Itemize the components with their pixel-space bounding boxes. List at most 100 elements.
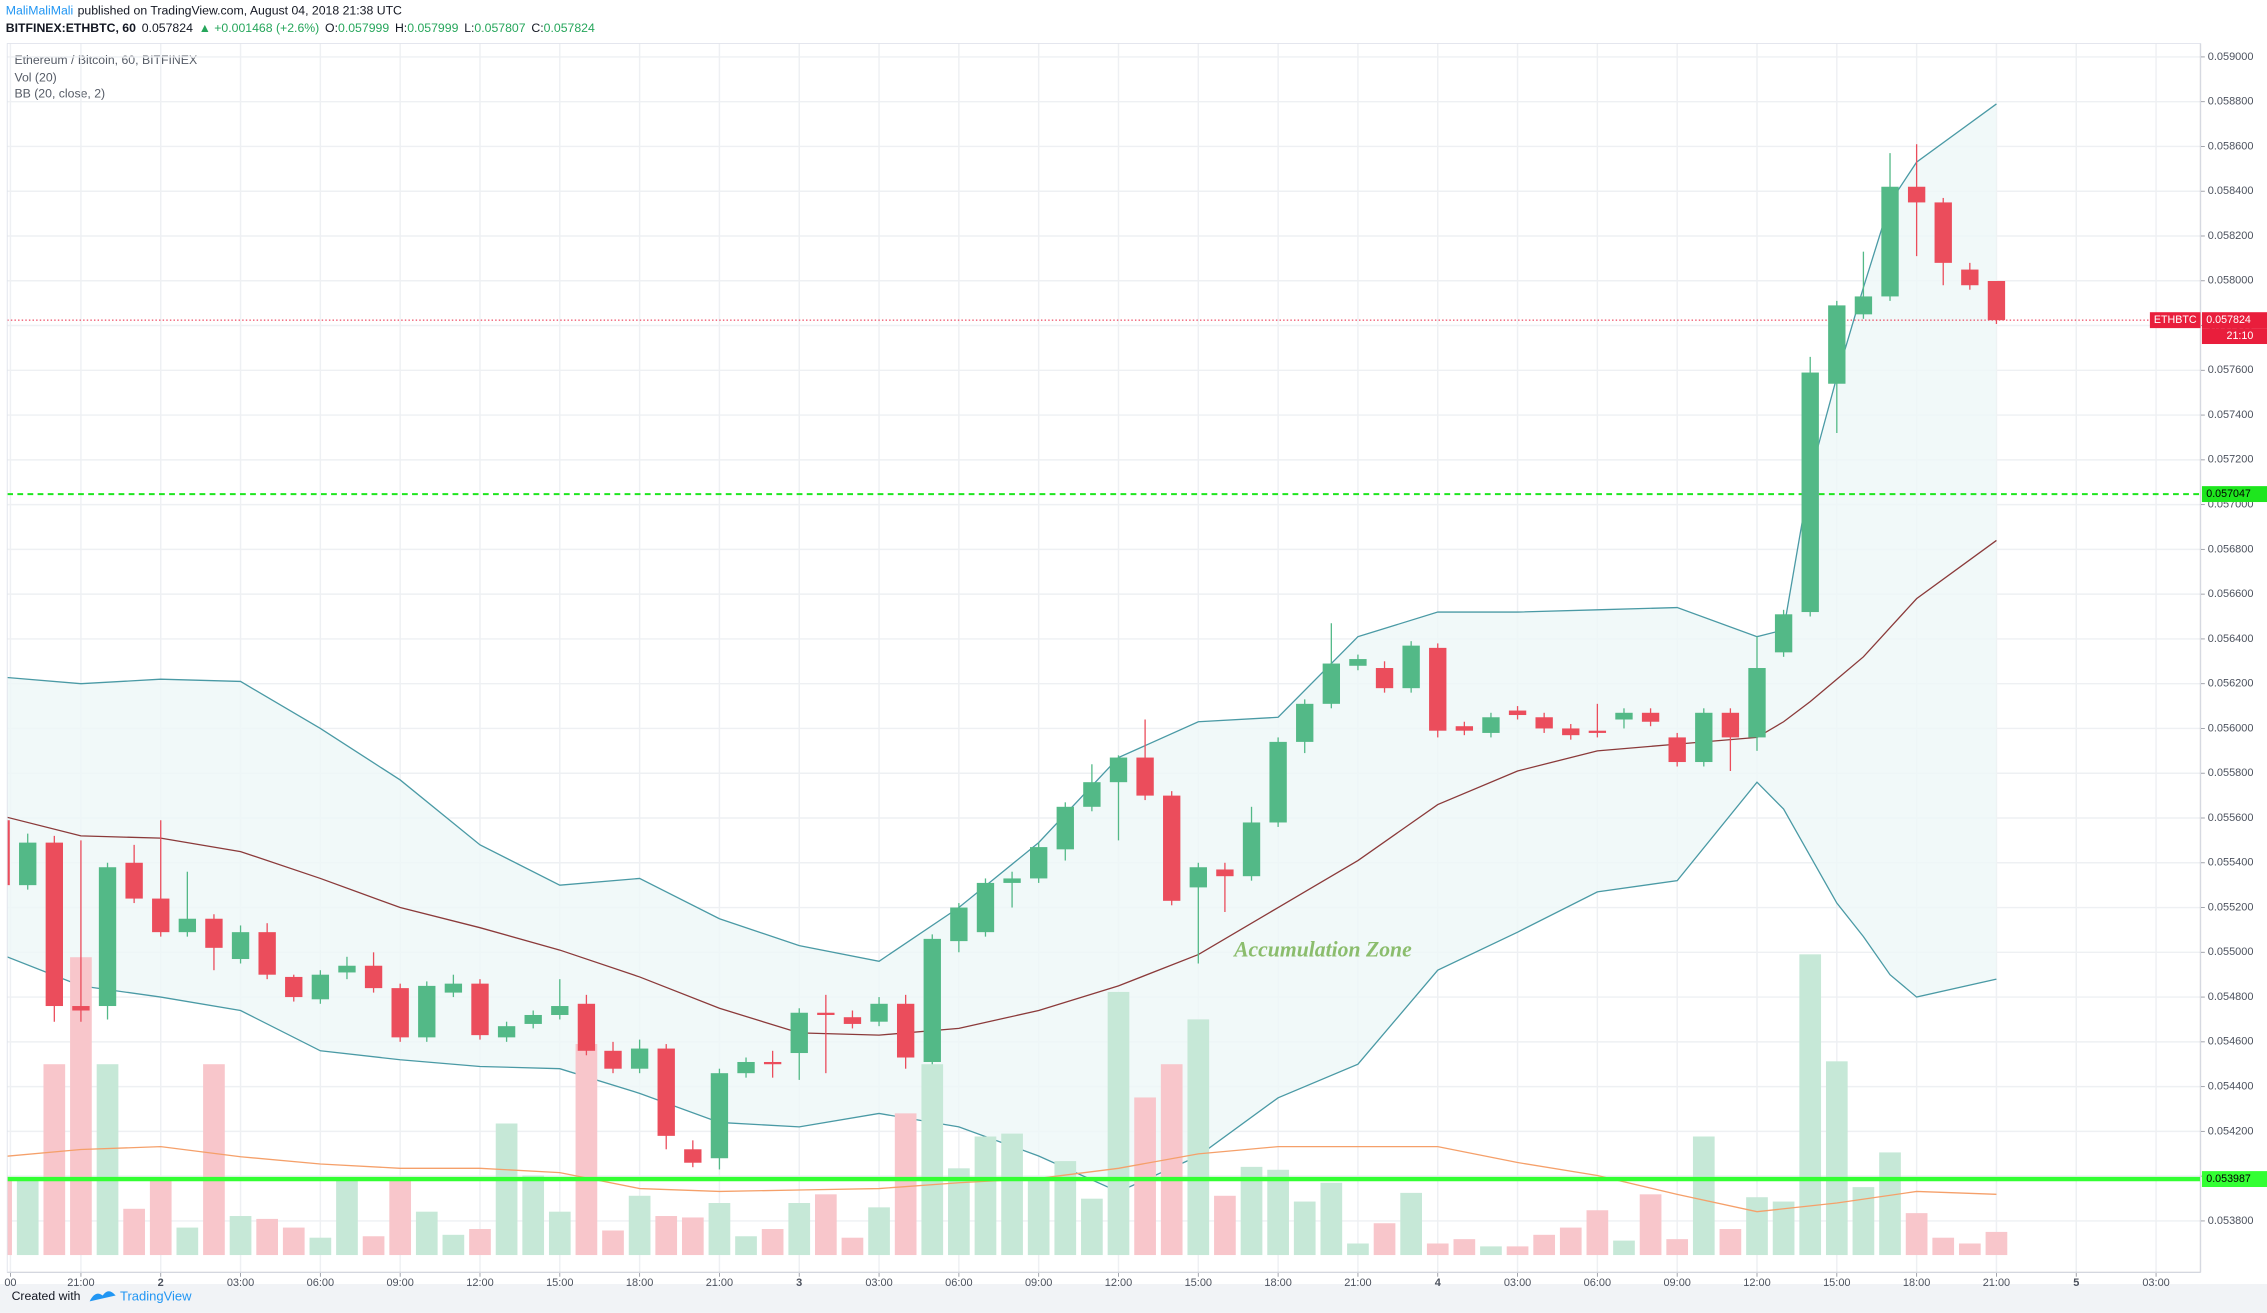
candle-body — [1242, 822, 1261, 877]
y-tick-label: 0.058000 — [2208, 275, 2254, 287]
volume-bar — [1932, 1237, 1955, 1256]
y-tick-label: 0.054800 — [2208, 991, 2254, 1003]
candle-body — [497, 1026, 516, 1038]
volume-bar — [1347, 1243, 1369, 1256]
volume-bar — [1613, 1240, 1635, 1256]
y-tick-label: 0.059000 — [2208, 51, 2254, 63]
volume-bar — [96, 1064, 119, 1256]
candle-body — [1163, 795, 1181, 901]
header-line-2: BITFINEX:ETHBTC, 60 0.057824 ▲ +0.001468 (… — [6, 21, 595, 35]
volume-bar — [788, 1203, 811, 1256]
ohlc-label: O: — [325, 21, 338, 35]
volume-bar — [1001, 1133, 1023, 1256]
candle-body — [763, 1061, 782, 1065]
volume-bar — [1081, 1198, 1103, 1256]
candle-body — [391, 988, 409, 1038]
volume-bar — [1027, 1178, 1050, 1256]
bollinger — [7, 103, 1997, 1193]
x-tick-label: 06:00 — [307, 1277, 334, 1289]
y-tick-label: 0.054400 — [2208, 1081, 2254, 1093]
volume-bar — [1160, 1064, 1183, 1256]
volume-bar — [974, 1136, 997, 1256]
candle-body — [72, 1006, 90, 1011]
volume-bar — [1559, 1227, 1582, 1256]
x-tick-label: 21:00 — [1983, 1277, 2010, 1289]
volume-bar — [1107, 991, 1130, 1256]
volume-bar — [1453, 1239, 1476, 1256]
x-tick-label: 3 — [796, 1277, 802, 1289]
level-label: 0.057047 — [2206, 488, 2251, 500]
volume-bar — [1214, 1195, 1236, 1256]
y-tick-label: 0.058800 — [2208, 96, 2254, 108]
volume-bar — [1134, 1097, 1156, 1256]
volume-bar — [1400, 1192, 1422, 1256]
y-tick-label: 0.056400 — [2208, 633, 2254, 645]
volume-bar — [1293, 1201, 1316, 1256]
volume-bar — [1187, 1019, 1210, 1256]
candle-body — [98, 867, 117, 1007]
plot-border — [6, 43, 2201, 1273]
candle-body — [1934, 202, 1952, 263]
level-box — [2201, 486, 2267, 503]
volume-bar — [1852, 1187, 1875, 1256]
volume-bar — [1426, 1243, 1449, 1256]
x-tick-label: 12:00 — [466, 1277, 493, 1289]
volume-bar — [628, 1195, 651, 1256]
x-tick-label: 4 — [1435, 1277, 1442, 1289]
x-tick-label: 09:00 — [1663, 1277, 1690, 1289]
candle-body — [125, 862, 143, 899]
candle-body — [684, 1149, 702, 1163]
price-label: 0.057824 — [2206, 314, 2251, 326]
ohlc-value: 0.057999 — [338, 21, 389, 35]
candle-body — [1641, 712, 1660, 722]
volume-bar — [1879, 1152, 1901, 1256]
candle-body — [870, 1003, 888, 1022]
author[interactable]: MaliMaliMali — [6, 4, 73, 18]
candle-body — [710, 1073, 729, 1159]
footer-brand[interactable]: TradingView — [120, 1288, 192, 1303]
x-tick-label: 2 — [158, 1277, 164, 1289]
candle-body — [1588, 730, 1607, 733]
candle-body — [1402, 645, 1420, 689]
candle-body — [577, 1003, 596, 1051]
x-tick-label: 21:00 — [1344, 1277, 1371, 1289]
candle-body — [205, 918, 223, 948]
candle-body — [1375, 668, 1394, 689]
candle-body — [1508, 710, 1527, 716]
candle-body — [737, 1061, 755, 1074]
candle-body — [418, 985, 436, 1038]
candle-body — [1269, 741, 1287, 823]
candle-body — [1774, 614, 1793, 653]
ohlc-value: 0.057824 — [544, 21, 595, 35]
volume-bar — [548, 1211, 571, 1256]
x-tick-label: 15:00 — [1823, 1277, 1850, 1289]
volume-bar — [203, 1064, 225, 1256]
x-tick-label: 09:00 — [1025, 1277, 1052, 1289]
candle-body — [1030, 847, 1048, 879]
candle-body — [1748, 668, 1766, 738]
y-tick-label: 0.055800 — [2208, 767, 2254, 779]
candle-body — [1801, 372, 1819, 613]
countdown-box — [2201, 328, 2267, 345]
volume-bar — [1746, 1197, 1768, 1256]
candle-body — [45, 842, 63, 1007]
candles — [7, 144, 2006, 1170]
y-tick-label: 0.055600 — [2208, 812, 2254, 824]
tradingview-logo — [89, 1291, 116, 1302]
volume-bar — [7, 1179, 12, 1256]
x-tick-label: 12:00 — [1743, 1277, 1770, 1289]
y-tick-label: 0.055200 — [2208, 901, 2254, 913]
volume-bar — [1267, 1169, 1289, 1256]
volume-bar — [655, 1216, 678, 1256]
x-tick-label: 12:00 — [1105, 1277, 1132, 1289]
candle-body — [1854, 296, 1873, 315]
candle-body — [630, 1048, 649, 1069]
volume-bar — [415, 1211, 438, 1256]
volume-bar — [1692, 1136, 1715, 1256]
candle-body — [604, 1050, 622, 1069]
candle-body — [524, 1014, 542, 1024]
y-tick-label: 0.058200 — [2208, 230, 2254, 242]
volume-bar — [1719, 1229, 1742, 1256]
footer-created: Created with — [12, 1289, 81, 1303]
y-tick-label: 0.057200 — [2208, 454, 2254, 466]
